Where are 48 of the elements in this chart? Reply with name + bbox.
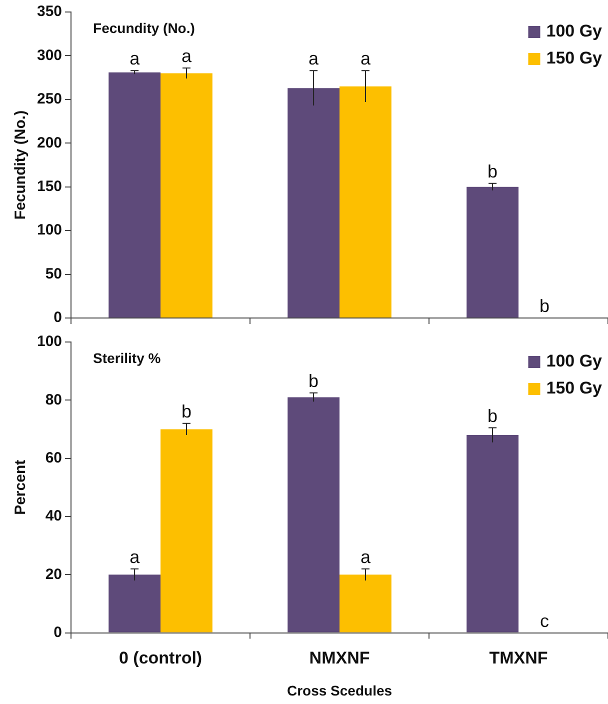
y-axis-title: Fecundity (No.) — [12, 110, 30, 220]
y-tick-label: 350 — [36, 3, 62, 20]
legend-label: 150 Gy — [546, 48, 603, 68]
data-label: b — [308, 370, 319, 391]
bar — [160, 429, 212, 632]
data-label: b — [181, 401, 192, 422]
data-label: a — [130, 546, 141, 567]
legend-label: 100 Gy — [546, 22, 603, 41]
y-tick-label: 200 — [36, 134, 62, 152]
bar — [108, 72, 161, 318]
y-tick-label: 20 — [45, 566, 62, 583]
annotation: c — [540, 610, 549, 631]
x-axis-title: Cross Scedules — [286, 682, 392, 698]
text: Fecundity (No.) — [93, 20, 195, 36]
y-tick-label: 50 — [45, 265, 62, 282]
bar — [466, 186, 519, 318]
x-tick-label: NMXNF — [309, 648, 370, 668]
y-tick-label: 100 — [36, 333, 62, 350]
data-label: a — [360, 546, 372, 567]
legend-label: 100 Gy — [546, 352, 603, 371]
data-label: b — [488, 161, 498, 182]
x-tick-label: 0 (control) — [118, 648, 202, 668]
annotation: b — [539, 296, 550, 316]
bar — [160, 73, 212, 318]
bar — [466, 435, 519, 632]
bar — [108, 574, 161, 632]
text: Sterility % — [93, 350, 162, 366]
data-label: a — [130, 48, 141, 69]
y-tick-label: 40 — [45, 508, 62, 525]
y-tick-label: 60 — [45, 449, 62, 466]
y-tick-label: 80 — [45, 391, 62, 408]
y-tick-label: 100 — [36, 222, 62, 239]
y-tick-label: 0 — [54, 624, 62, 641]
bar — [340, 86, 392, 318]
data-label: b — [488, 406, 498, 426]
data-label: a — [360, 48, 372, 69]
y-tick-label: 300 — [36, 46, 62, 64]
data-label: a — [181, 46, 192, 66]
y-tick-label: 0 — [54, 309, 62, 326]
y-tick-label: 250 — [36, 90, 62, 108]
legend-label: 150 Gy — [546, 378, 603, 398]
bar — [288, 88, 340, 318]
bar — [288, 397, 340, 632]
y-axis-title: Percent — [12, 460, 30, 515]
data-label: a — [308, 48, 320, 69]
bar — [340, 574, 392, 632]
x-tick-label: TMXNF — [489, 648, 548, 668]
y-tick-label: 150 — [36, 178, 62, 195]
